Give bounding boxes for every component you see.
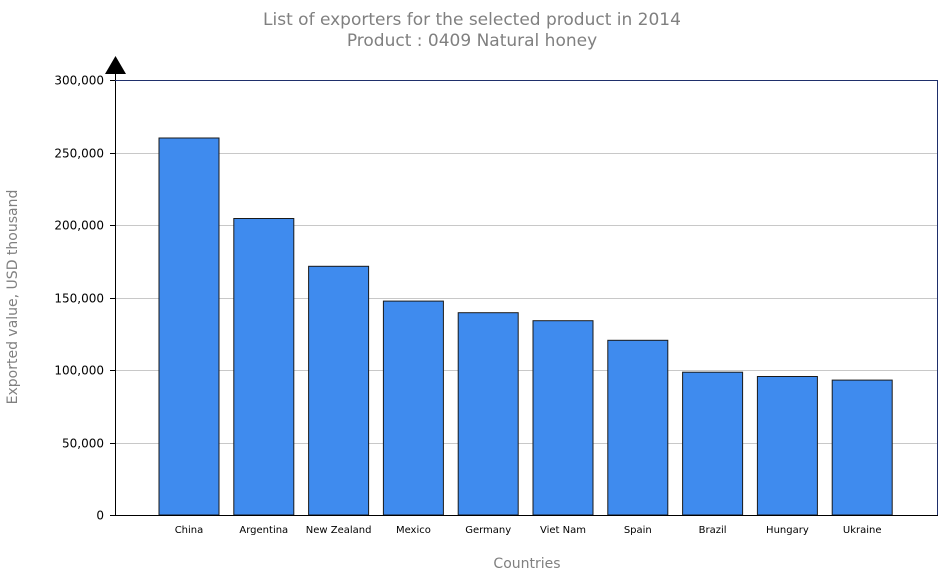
x-tick-label: Spain [624,525,652,536]
y-tick-label: 100,000 [54,364,104,378]
chart-title: List of exporters for the selected produ… [263,10,681,30]
x-tick-label: New Zealand [306,525,372,536]
x-tick-label: Mexico [396,525,431,536]
x-tick-label: Hungary [766,525,809,536]
bar[interactable] [308,265,370,516]
bar[interactable] [233,218,295,516]
bar[interactable] [831,379,893,516]
x-tick-labels: China Argentina New Zealand Mexico Germany Vi… [175,525,882,536]
y-tick-label: 250,000 [54,147,104,161]
y-tick-label: 300,000 [54,74,104,88]
bar[interactable] [756,376,818,516]
y-tick-label: 0 [96,509,104,523]
y-tick-labels: 0 50,000 100,000 150,000 200,000 250,000 300,0… [54,74,104,523]
chart-subtitle: Product : 0409 Natural honey [347,31,597,51]
x-tick-label: Argentina [239,525,288,536]
y-tick-label: 200,000 [54,219,104,233]
x-tick-label: Germany [465,525,511,536]
x-tick-label: Ukraine [843,525,882,536]
bar[interactable] [158,137,220,516]
x-axis-title: Countries [493,556,560,572]
y-tick-label: 150,000 [54,292,104,306]
x-tick-label: China [175,525,204,536]
bar[interactable] [682,371,744,516]
x-tick-label: Brazil [699,525,727,536]
x-tick-label: Viet Nam [540,525,586,536]
y-axis-arrow-icon [105,56,126,74]
y-axis-title: Exported value, USD thousand [5,190,21,405]
axes [105,56,938,516]
y-tick-label: 50,000 [62,437,104,451]
bar[interactable] [382,300,444,516]
bar[interactable] [457,312,519,516]
bar[interactable] [532,320,594,516]
bars [158,137,893,516]
bar[interactable] [607,339,669,516]
